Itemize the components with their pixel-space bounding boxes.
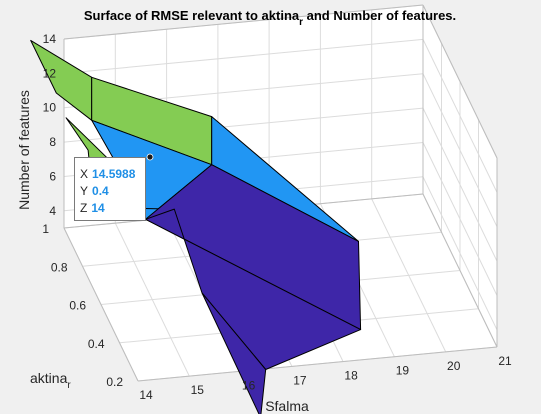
y-tick-label: 0.2	[106, 375, 123, 389]
axes-box-edge	[137, 346, 498, 382]
surface-patch	[201, 292, 267, 414]
y-tick-label: 0.4	[88, 337, 105, 351]
data-tip-row-y: Y 0.4	[80, 183, 145, 200]
data-tip-value: 14	[91, 201, 105, 215]
z-grid-line	[422, 176, 498, 331]
z-grid-line	[422, 39, 498, 193]
z-tick-label: 14	[43, 32, 57, 46]
x-axis-label: Sfalma	[265, 398, 309, 414]
z-grid-line	[422, 142, 498, 296]
data-tip-marker	[146, 153, 154, 161]
z-tick-label: 10	[43, 101, 57, 115]
z-grid-line	[422, 107, 498, 262]
x-tick-label: 18	[344, 369, 358, 383]
z-grid-line	[422, 73, 498, 227]
chart-title-main: Surface of RMSE relevant to aktina	[84, 8, 300, 23]
data-tip-row-x: X 14.5988	[80, 166, 145, 183]
z-tick-label: 8	[49, 135, 56, 149]
z-axis-label: Number of features	[16, 90, 32, 210]
data-tip-value: 0.4	[92, 184, 109, 198]
x-tick-label: 15	[191, 383, 205, 397]
x-tick-label: 16	[242, 378, 256, 392]
data-tip-label: Z	[80, 201, 88, 215]
data-tip-row-z: Z 14	[80, 200, 145, 217]
data-tip-value: 14.5988	[92, 167, 136, 181]
chart-title-tail: and Number of features.	[303, 8, 456, 23]
x-tick-label: 14	[139, 388, 153, 402]
axes-box-edge	[422, 4, 498, 159]
x-tick-label: 17	[293, 373, 307, 387]
y-axis-label-main: aktina	[30, 370, 68, 386]
data-tip[interactable]: X 14.5988 Y 0.4 Z 14	[74, 157, 146, 221]
y-tick-label: 0.8	[51, 260, 68, 274]
y-axis-label: aktinar	[30, 370, 71, 391]
chart-title: Surface of RMSE relevant to aktinar and …	[84, 8, 456, 28]
y-tick-label: 1	[42, 222, 49, 236]
y-tick-label: 0.6	[69, 299, 86, 313]
data-tip-label: Y	[80, 184, 89, 198]
z-tick-label: 12	[43, 66, 57, 80]
z-tick-label: 6	[49, 170, 56, 184]
z-tick-label: 4	[49, 204, 56, 218]
axes-box-edge	[63, 4, 424, 40]
z-grid-line	[63, 38, 424, 74]
x-tick-label: 20	[447, 359, 461, 373]
data-tip-label: X	[80, 167, 89, 181]
x-tick-label: 21	[498, 354, 512, 368]
x-tick-label: 19	[396, 364, 410, 378]
chart-title-subscript: r	[299, 17, 303, 28]
y-axis-label-subscript: r	[67, 380, 71, 391]
axes-box-edge	[63, 227, 139, 382]
axes-box-edge	[422, 193, 498, 348]
